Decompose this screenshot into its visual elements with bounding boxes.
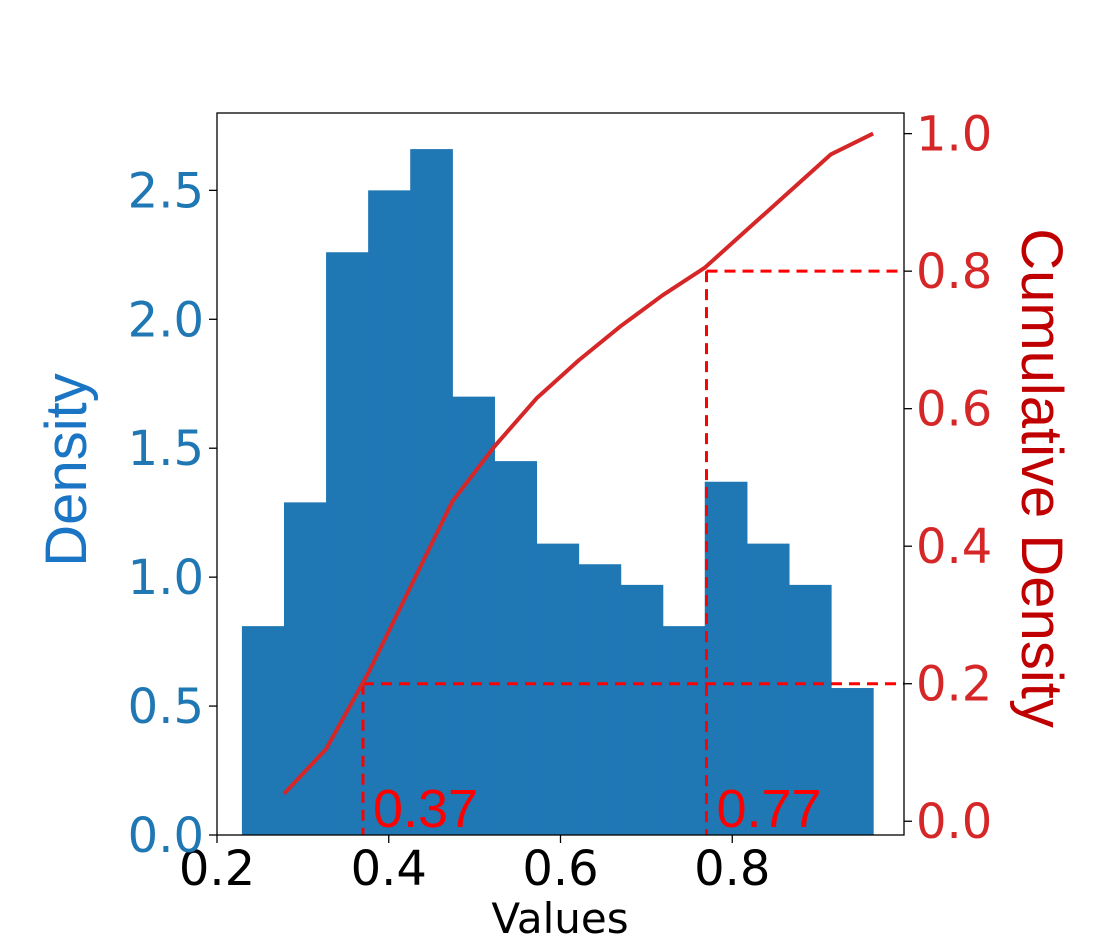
y-left-tick-label: 1.0 <box>128 550 204 606</box>
histogram-bar <box>536 543 580 835</box>
y-left-tick-label: 2.5 <box>128 163 204 219</box>
y-left-tick-label: 2.0 <box>128 292 204 348</box>
histogram-bar <box>620 584 664 835</box>
y-right-tick-label: 0.4 <box>916 519 992 575</box>
x-axis-label: Values <box>491 894 628 937</box>
y-left-tick-label: 0.0 <box>128 808 204 864</box>
histogram-bar <box>494 461 538 835</box>
histogram-bar <box>704 481 748 835</box>
y-right-tick-label: 1.0 <box>916 107 992 163</box>
histogram-bar <box>241 626 285 835</box>
percentile-label: 0.37 <box>373 779 478 839</box>
histogram-bar <box>283 502 327 835</box>
x-tick-label: 0.8 <box>694 841 770 897</box>
y-right-tick-label: 0.6 <box>916 382 992 438</box>
histogram-bar <box>452 396 495 835</box>
histogram-bar <box>746 543 790 835</box>
x-tick-label: 0.6 <box>522 841 598 897</box>
x-axis: 0.2 0.4 0.6 0.8 <box>179 835 770 897</box>
percentile-annotations: 0.37 0.77 <box>373 779 822 839</box>
y-left-tick-label: 0.5 <box>128 679 204 735</box>
x-tick-label: 0.2 <box>179 841 255 897</box>
histogram-bar <box>831 688 874 835</box>
y-right-tick-label: 0.0 <box>916 794 992 850</box>
y-right-tick-label: 0.2 <box>916 657 992 713</box>
y-axis-left-label: Density <box>34 373 99 566</box>
y-axis-right-label: Cumulative Density <box>1009 228 1074 728</box>
histogram-bar <box>410 149 453 836</box>
histogram-bar <box>368 190 411 835</box>
cdf-line <box>282 131 874 796</box>
histogram-bars <box>241 149 874 836</box>
y-axis-left: 0.0 0.5 1.0 1.5 2.0 2.5 <box>128 163 217 864</box>
y-left-tick-label: 1.5 <box>128 421 204 477</box>
y-axis-right: 0.0 0.2 0.4 0.6 0.8 1.0 <box>904 107 992 850</box>
histogram-bar <box>578 564 622 835</box>
y-right-tick-label: 0.8 <box>916 244 992 300</box>
percentile-label: 0.77 <box>716 779 821 839</box>
x-tick-label: 0.4 <box>351 841 427 897</box>
cdf-line-group <box>282 131 874 796</box>
histogram-bar <box>662 626 706 835</box>
histogram-bar <box>788 584 832 835</box>
percentile-guides <box>361 269 904 835</box>
